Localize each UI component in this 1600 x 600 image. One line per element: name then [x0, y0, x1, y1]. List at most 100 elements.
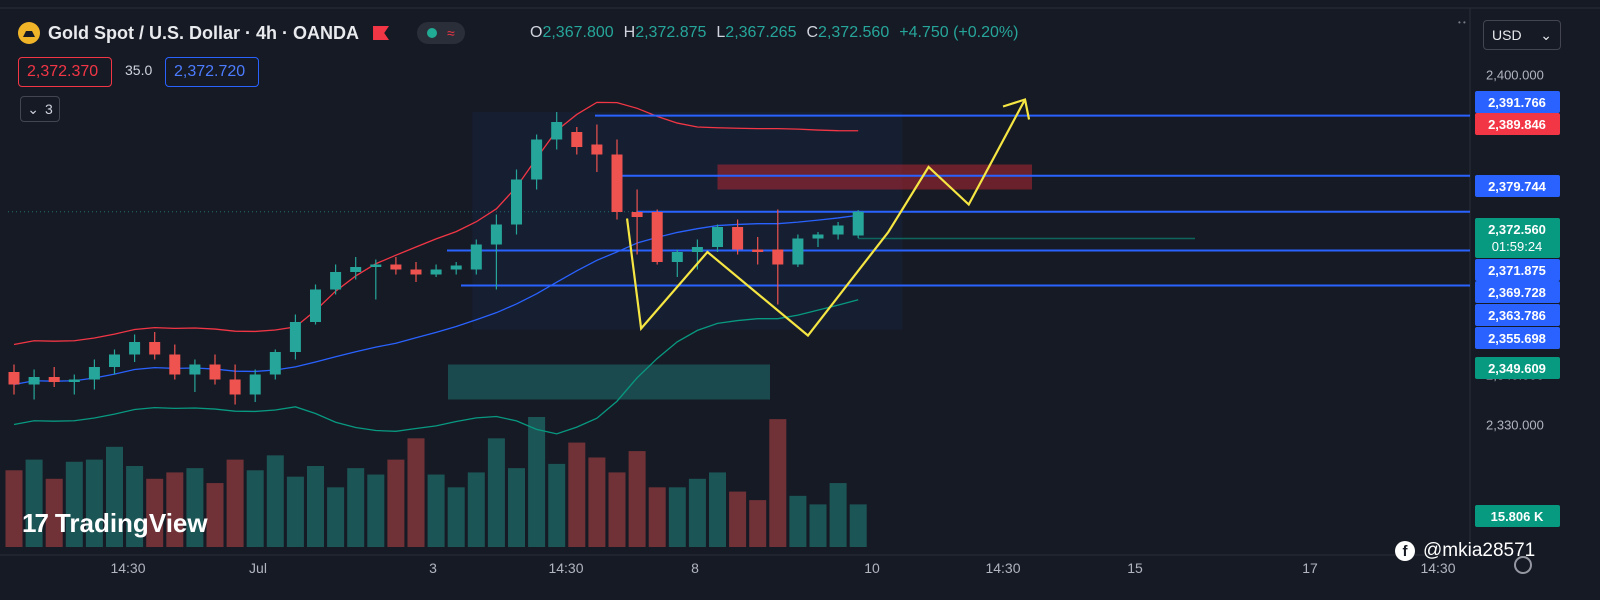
x-tick-label: 14:30 [985, 560, 1020, 576]
tradingview-watermark: 17 TradingView [22, 508, 208, 539]
candle-body [852, 211, 864, 236]
volume-bar [246, 470, 264, 547]
indicators-toggle[interactable]: ⌄ 3 [20, 96, 60, 122]
price-label-bg [1475, 259, 1560, 281]
price-label-bg [1475, 304, 1560, 326]
price-label-bg [1475, 91, 1560, 113]
demand-zone [448, 364, 770, 400]
price-label-text: 2,371.875 [1488, 263, 1546, 278]
candle-body [631, 212, 643, 217]
volume-bar [65, 461, 83, 547]
candle-body [310, 289, 321, 322]
credit-text: @mkia28571 [1423, 540, 1536, 561]
indicators-count: 3 [44, 101, 53, 117]
projection-arrowhead [1002, 98, 1031, 120]
volume-bar [769, 419, 787, 547]
candle-body [209, 364, 221, 380]
price-label-text: 2,355.698 [1488, 331, 1546, 346]
candle-body [430, 269, 442, 275]
candle-body [370, 264, 382, 267]
chevron-down-icon: ⌄ [1540, 26, 1552, 43]
volume-bar [588, 457, 606, 547]
candle-body [671, 252, 683, 262]
candle-body [390, 264, 402, 270]
volume-bar [266, 455, 284, 547]
x-tick-label: 17 [1302, 560, 1318, 576]
y-tick-label: 2,330.000 [1486, 418, 1544, 433]
low-value: 2,367.265 [725, 24, 797, 41]
candle-body [229, 379, 241, 395]
candle-body [571, 132, 583, 147]
gold-logo-icon [18, 22, 40, 44]
volume-bar [186, 468, 204, 547]
candle-body [450, 265, 462, 270]
price-label-bg [1475, 281, 1560, 303]
status-pill[interactable]: ≈ [417, 22, 465, 44]
candle-body [8, 372, 20, 385]
candle-body [249, 374, 261, 395]
volume-bar [568, 442, 586, 547]
volume-bar [749, 500, 767, 547]
candle-body [732, 227, 744, 250]
symbol-header: Gold Spot / U.S. Dollar · 4h · OANDA ≈ [18, 22, 465, 44]
candle-body [490, 224, 502, 245]
volume-bar [85, 459, 103, 547]
facebook-icon: f [1395, 541, 1415, 561]
volume-bar [668, 487, 686, 547]
volume-bar [789, 495, 807, 547]
candle-body [88, 367, 100, 380]
candle-body [68, 379, 80, 382]
watermark-text: TradingView [54, 508, 208, 538]
volume-bar [347, 468, 365, 547]
currency-select[interactable]: USD ⌄ [1483, 20, 1561, 50]
candle-body [531, 139, 543, 180]
volume-bar [528, 417, 546, 547]
candle-body [109, 354, 120, 367]
volume-bar [146, 478, 164, 547]
volume-bar [849, 504, 867, 547]
volume-bar [508, 468, 525, 547]
volume-bar [25, 459, 43, 547]
author-credit: f @mkia28571 [1395, 540, 1535, 562]
settings-gear-icon[interactable] [1514, 556, 1532, 574]
volume-bar [467, 472, 485, 547]
candle-body [350, 267, 362, 272]
symbol-title[interactable]: Gold Spot / U.S. Dollar · 4h · OANDA [48, 22, 360, 43]
x-tick-label: Jul [249, 560, 267, 576]
candle-body [651, 212, 663, 262]
candle-body [752, 249, 764, 252]
bollinger-lower [13, 299, 859, 435]
volume-bar [809, 504, 827, 547]
sell-price-button[interactable]: 2,372.370 [18, 57, 112, 87]
volume-bar [608, 472, 626, 547]
price-label-text: 2,349.609 [1488, 361, 1546, 376]
candle-body [28, 377, 40, 385]
x-tick-label: 14:30 [1420, 560, 1455, 576]
candle-body [410, 269, 422, 275]
volume-bar [106, 446, 123, 547]
candle-body [169, 354, 181, 375]
volume-bar [5, 470, 23, 547]
x-tick-label: 3 [429, 560, 437, 576]
y-tick-label: 2,400.000 [1486, 68, 1544, 83]
spread-value: 35.0 [125, 62, 153, 78]
currency-label: USD [1492, 27, 1522, 43]
candle-body [48, 377, 60, 382]
volume-bar [487, 438, 505, 547]
candle-body [289, 322, 301, 352]
volume-bar [226, 459, 244, 547]
buy-price-button[interactable]: 2,372.720 [165, 57, 259, 87]
price-label-text: 2,372.560 [1488, 222, 1546, 237]
volume-bar [628, 451, 646, 547]
more-dots-icon[interactable]: • • [1458, 18, 1466, 27]
flag-icon[interactable] [373, 26, 390, 40]
candle-body [611, 154, 623, 212]
x-tick-label: 14:30 [110, 560, 145, 576]
tradingview-logo-icon: 17 [22, 508, 49, 538]
volume-bar [45, 478, 63, 547]
x-tick-label: 8 [691, 560, 699, 576]
candle-body [691, 247, 703, 252]
volume-bar [367, 474, 385, 547]
